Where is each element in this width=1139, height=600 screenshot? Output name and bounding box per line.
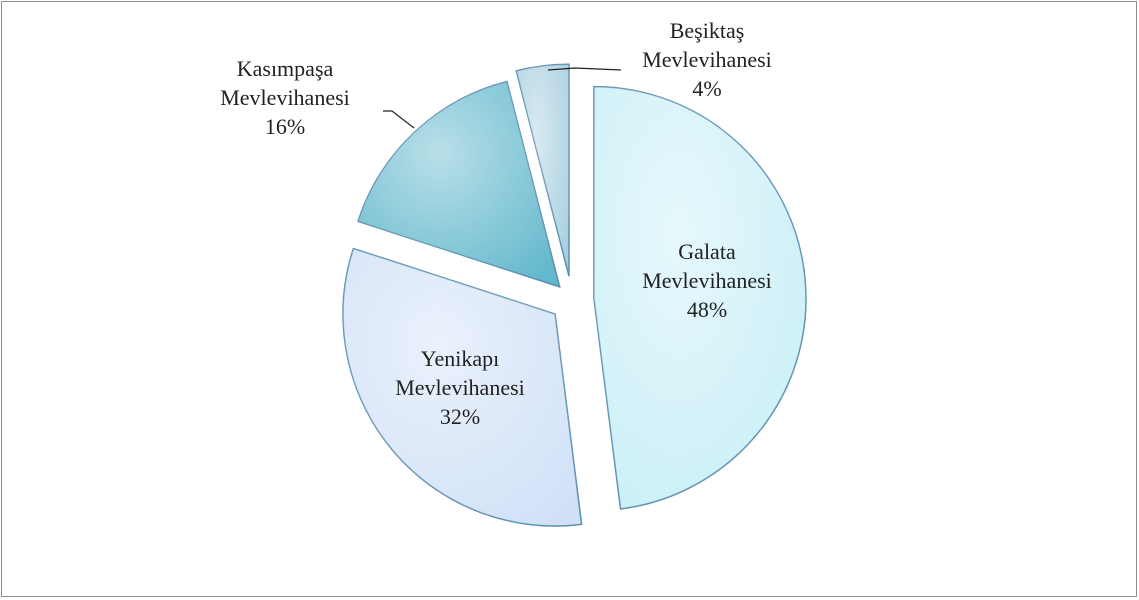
slice-value-label: 32% [440,404,480,429]
slice-shade [343,248,582,527]
slice-category: Galata Mevlevihanesi [642,239,772,293]
slice-shade [358,81,560,287]
leader-line [383,110,415,129]
slice-value-label: 4% [692,76,721,101]
slice-value-label: 16% [265,114,305,139]
slice-shade [516,64,569,277]
slice-value-label: 48% [687,297,727,322]
slice-category: Yenikapı Mevlevihanesi [395,346,525,400]
leader-line [547,67,622,71]
slice-shade [593,86,806,509]
slice-category: Kasımpaşa Mevlevihanesi [220,56,350,110]
slice-category: Beşiktaş Mevlevihanesi [642,18,772,72]
